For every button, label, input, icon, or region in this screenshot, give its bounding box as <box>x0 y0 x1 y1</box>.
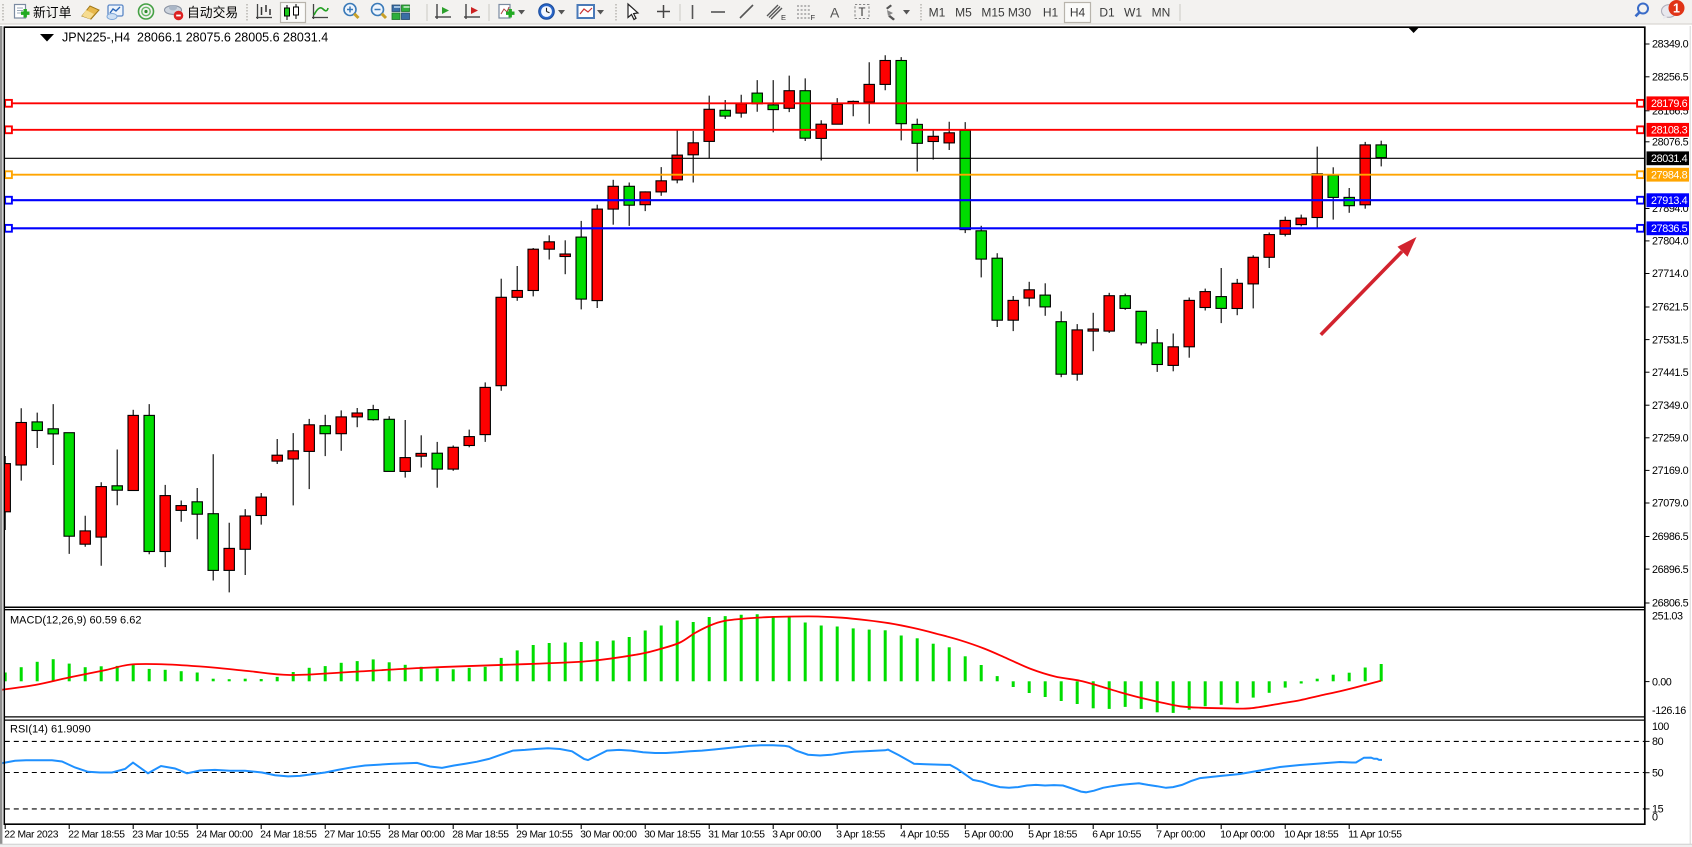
svg-text:28 Mar 18:55: 28 Mar 18:55 <box>452 830 509 841</box>
svg-text:251.03: 251.03 <box>1652 610 1683 622</box>
svg-text:28 Mar 00:00: 28 Mar 00:00 <box>388 830 445 841</box>
svg-text:26896.5: 26896.5 <box>1652 564 1689 576</box>
svg-text:28076.5: 28076.5 <box>1652 137 1689 149</box>
svg-text:-126.16: -126.16 <box>1652 705 1686 717</box>
svg-text:22 Mar 18:55: 22 Mar 18:55 <box>68 830 125 841</box>
svg-text:27913.4: 27913.4 <box>1651 195 1688 207</box>
svg-text:28256.5: 28256.5 <box>1652 72 1689 84</box>
svg-text:24 Mar 00:00: 24 Mar 00:00 <box>196 830 253 841</box>
svg-text:30 Mar 00:00: 30 Mar 00:00 <box>580 830 637 841</box>
svg-text:MACD(12,26,9) 60.59 6.62: MACD(12,26,9) 60.59 6.62 <box>10 615 141 627</box>
svg-text:28179.6: 28179.6 <box>1651 98 1688 110</box>
svg-text:26806.5: 26806.5 <box>1652 598 1689 610</box>
svg-text:1: 1 <box>1673 1 1680 15</box>
svg-text:24 Mar 18:55: 24 Mar 18:55 <box>260 830 317 841</box>
svg-text:H1: H1 <box>1043 6 1059 20</box>
svg-text:27 Mar 10:55: 27 Mar 10:55 <box>324 830 381 841</box>
svg-text:自动交易: 自动交易 <box>187 5 238 20</box>
svg-text:15: 15 <box>1652 804 1664 816</box>
svg-text:27349.0: 27349.0 <box>1652 400 1689 412</box>
svg-text:M15: M15 <box>981 6 1005 20</box>
svg-text:MN: MN <box>1152 6 1171 20</box>
svg-text:7 Apr 00:00: 7 Apr 00:00 <box>1156 830 1205 841</box>
svg-text:10 Apr 18:55: 10 Apr 18:55 <box>1284 830 1339 841</box>
svg-text:E: E <box>781 13 786 22</box>
svg-text:0: 0 <box>1652 812 1658 824</box>
svg-text:H4: H4 <box>1070 6 1086 20</box>
svg-text:31 Mar 10:55: 31 Mar 10:55 <box>708 830 765 841</box>
svg-text:27621.5: 27621.5 <box>1652 302 1689 314</box>
svg-text:27441.5: 27441.5 <box>1652 367 1689 379</box>
svg-text:23 Mar 10:55: 23 Mar 10:55 <box>132 830 189 841</box>
svg-text:27531.5: 27531.5 <box>1652 334 1689 346</box>
svg-text:3 Apr 18:55: 3 Apr 18:55 <box>836 830 885 841</box>
svg-text:26986.5: 26986.5 <box>1652 531 1689 543</box>
svg-text:22 Mar 2023: 22 Mar 2023 <box>4 830 59 841</box>
svg-text:27804.0: 27804.0 <box>1652 236 1689 248</box>
svg-text:4 Apr 10:55: 4 Apr 10:55 <box>900 830 949 841</box>
svg-text:10 Apr 00:00: 10 Apr 00:00 <box>1220 830 1275 841</box>
svg-text:D1: D1 <box>1099 6 1115 20</box>
svg-text:5 Apr 00:00: 5 Apr 00:00 <box>964 830 1013 841</box>
svg-text:27259.0: 27259.0 <box>1652 433 1689 445</box>
svg-text:50: 50 <box>1652 767 1664 779</box>
svg-text:27714.0: 27714.0 <box>1652 268 1689 280</box>
svg-text:0.00: 0.00 <box>1652 676 1672 688</box>
svg-text:6 Apr 10:55: 6 Apr 10:55 <box>1092 830 1141 841</box>
svg-text:W1: W1 <box>1124 6 1142 20</box>
svg-text:新订单: 新订单 <box>33 5 72 20</box>
svg-text:F: F <box>811 13 816 22</box>
svg-text:11 Apr 10:55: 11 Apr 10:55 <box>1348 830 1402 841</box>
svg-text:28031.4: 28031.4 <box>1651 153 1688 165</box>
svg-text:27836.5: 27836.5 <box>1651 223 1688 235</box>
svg-text:28108.3: 28108.3 <box>1651 125 1688 137</box>
svg-text:100: 100 <box>1652 721 1669 733</box>
svg-text:RSI(14) 61.9090: RSI(14) 61.9090 <box>10 724 91 736</box>
svg-text:JPN225-,H4 28066.1 28075.6 28: JPN225-,H4 28066.1 28075.6 28005.6 28031… <box>62 31 328 45</box>
svg-text:T: T <box>859 7 866 19</box>
svg-text:80: 80 <box>1652 736 1664 748</box>
svg-text:28349.0: 28349.0 <box>1652 39 1689 51</box>
svg-text:M5: M5 <box>955 6 972 20</box>
svg-text:3 Apr 00:00: 3 Apr 00:00 <box>772 830 821 841</box>
svg-text:30 Mar 18:55: 30 Mar 18:55 <box>644 830 701 841</box>
svg-text:M1: M1 <box>929 6 946 20</box>
svg-text:A: A <box>830 5 840 21</box>
svg-text:27169.0: 27169.0 <box>1652 465 1689 477</box>
svg-text:M30: M30 <box>1008 6 1032 20</box>
svg-text:5 Apr 18:55: 5 Apr 18:55 <box>1028 830 1077 841</box>
svg-text:29 Mar 10:55: 29 Mar 10:55 <box>516 830 573 841</box>
svg-text:27984.8: 27984.8 <box>1651 170 1688 182</box>
svg-text:27079.0: 27079.0 <box>1652 498 1689 510</box>
